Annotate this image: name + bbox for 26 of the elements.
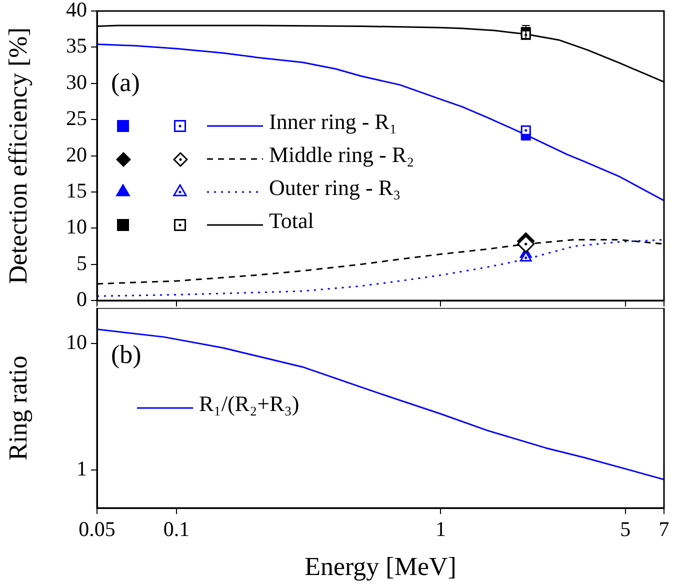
y-tick-label: 30 [66, 70, 87, 94]
y-tick-label: 35 [66, 34, 87, 58]
y-axis-title: Detection efficiency [%] [3, 28, 32, 284]
y-tick-label: 0 [76, 287, 87, 312]
legend-label: Total [269, 208, 314, 234]
y-tick-label: 5 [76, 250, 87, 275]
x-tick-label: 1 [435, 517, 446, 542]
y-tick-label: 1 [76, 456, 87, 480]
y-tick-label: 25 [66, 106, 87, 130]
x-tick-label: 7 [658, 517, 670, 542]
legend-label: Outer ring - R₃ [269, 175, 401, 202]
annotation: (a) [111, 68, 140, 97]
y-tick-label: 10 [66, 214, 87, 239]
x-tick-label: 0.05 [78, 517, 116, 542]
x-tick-label: 0.1 [163, 517, 190, 542]
y-tick-label: 10 [66, 330, 87, 354]
annotation: (b) [111, 340, 142, 369]
x-axis-title: Energy [MeV] [304, 552, 456, 582]
y-tick-label: 15 [66, 178, 87, 202]
legend-label: R₁/(R₂+R₃) [199, 391, 300, 417]
y-tick-label: 20 [66, 142, 87, 166]
legend-label: Middle ring - R₂ [269, 142, 414, 168]
y-axis-title: Ring ratio [3, 356, 32, 460]
y-tick-label: 40 [66, 0, 87, 22]
legend-label: Inner ring - R₁ [269, 109, 398, 136]
x-tick-label: 5 [620, 517, 631, 542]
